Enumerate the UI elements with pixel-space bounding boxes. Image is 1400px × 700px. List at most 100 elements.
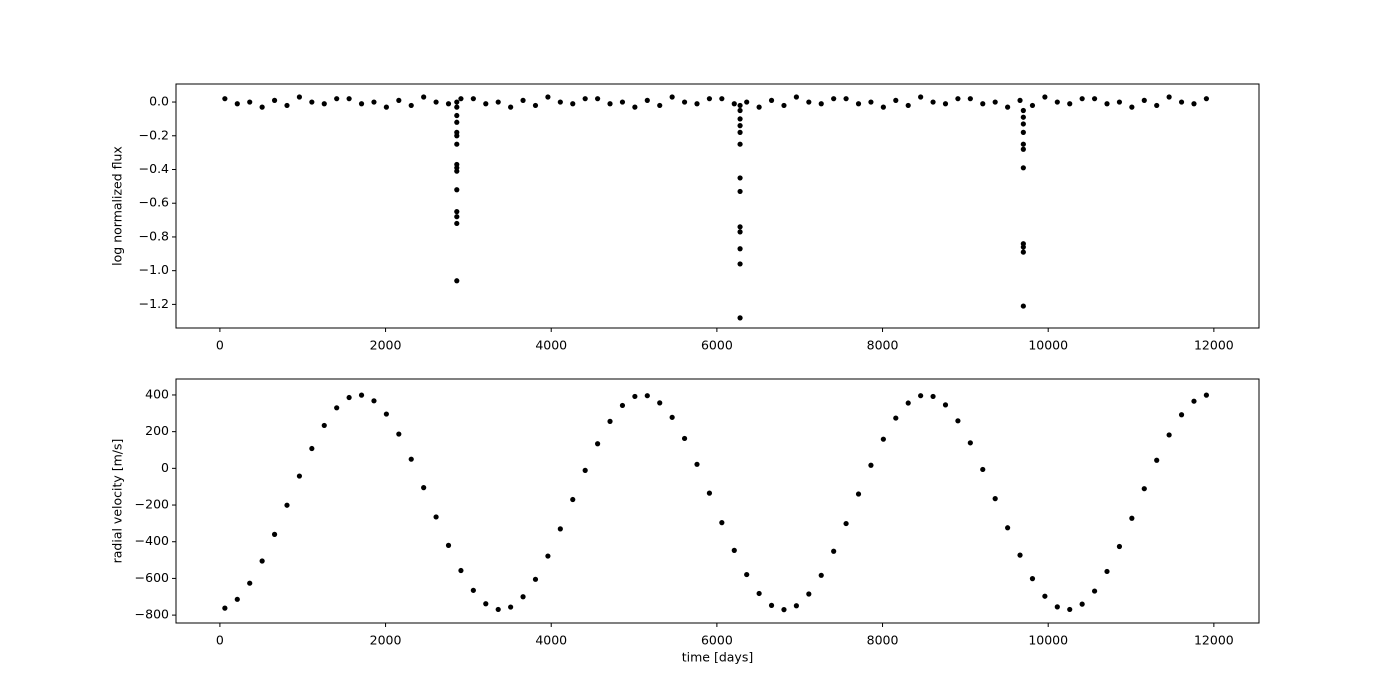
data-point [346,96,352,102]
data-point [1054,99,1060,105]
data-point [396,97,402,103]
data-point [1017,552,1023,558]
data-point [669,414,675,420]
data-point [433,514,439,520]
data-point [1191,398,1197,404]
data-point [309,445,315,452]
y-tick-label: −0.8 [139,228,169,243]
data-point [737,129,743,135]
data-point [855,491,862,497]
data-point [1067,606,1073,613]
data-point [619,99,626,105]
data-point [545,553,551,559]
data-point [445,542,452,548]
data-point [1020,165,1026,171]
x-tick-label: 2000 [370,633,402,648]
data-point [607,418,613,424]
data-point [284,502,290,508]
data-point [737,175,743,181]
data-point [222,605,228,611]
data-point [1005,104,1011,110]
data-point [781,102,787,109]
data-point [532,102,539,109]
data-point [737,141,743,147]
data-point [371,99,377,105]
data-point [1129,104,1135,110]
data-point [607,101,613,107]
data-point [1020,249,1026,255]
y-tick-label: −0.2 [139,127,169,142]
data-point [570,101,576,107]
data-point [454,187,460,193]
data-point [346,394,352,401]
data-point [470,96,476,102]
data-point [483,601,489,607]
data-point [454,99,460,105]
data-point [334,405,340,411]
data-point [296,473,303,479]
x-tick-label: 12000 [1194,338,1234,353]
data-point [737,246,743,252]
data-point [980,466,986,473]
x-tick-label: 12000 [1194,633,1234,648]
data-point [731,547,737,553]
data-point [694,101,700,107]
data-point [234,596,240,602]
data-point [880,104,886,110]
data-point [532,576,539,582]
data-point [942,402,949,408]
data-point [868,462,874,468]
data-point [259,104,265,110]
data-point [520,594,526,600]
data-point [454,133,460,139]
data-point [358,392,365,398]
data-point [719,96,725,102]
y-tick-label: 200 [145,423,169,438]
data-point [806,591,812,597]
data-point [595,441,601,447]
data-point [1020,121,1026,127]
y-tick-label: −0.6 [139,195,169,210]
data-point [955,418,961,424]
data-point [396,431,402,437]
data-point [454,220,460,227]
x-tick-label: 4000 [535,338,567,353]
data-point [1178,412,1185,418]
data-point [942,101,949,107]
data-point [454,112,460,119]
data-point [383,411,389,417]
data-point [1191,101,1197,107]
data-point [1020,141,1026,147]
data-point [454,141,460,147]
data-point [793,94,799,100]
data-point [918,94,924,100]
axes-frame [175,83,1260,329]
data-point [793,603,799,609]
x-tick-label: 2000 [370,338,402,353]
data-point [681,435,688,442]
data-point [454,214,460,220]
data-point [433,99,439,105]
data-point [271,531,278,537]
data-point [1166,432,1172,438]
data-point [1116,99,1123,105]
data-point [855,101,862,107]
data-point [880,436,886,442]
data-point [334,96,340,102]
data-point [296,94,303,100]
data-point [1054,604,1060,610]
data-point [967,440,973,446]
y-tick-label: 0.0 [149,94,169,109]
axes-frame [175,378,1260,624]
data-point [595,96,601,102]
data-point [818,572,824,578]
data-point [1154,102,1160,109]
data-point [1203,392,1210,398]
data-point [495,606,501,613]
data-point [508,104,514,110]
x-tick-label: 0 [216,633,224,648]
data-point [737,188,743,195]
data-point [1079,96,1085,102]
data-point [706,490,713,496]
data-point [1141,97,1147,103]
